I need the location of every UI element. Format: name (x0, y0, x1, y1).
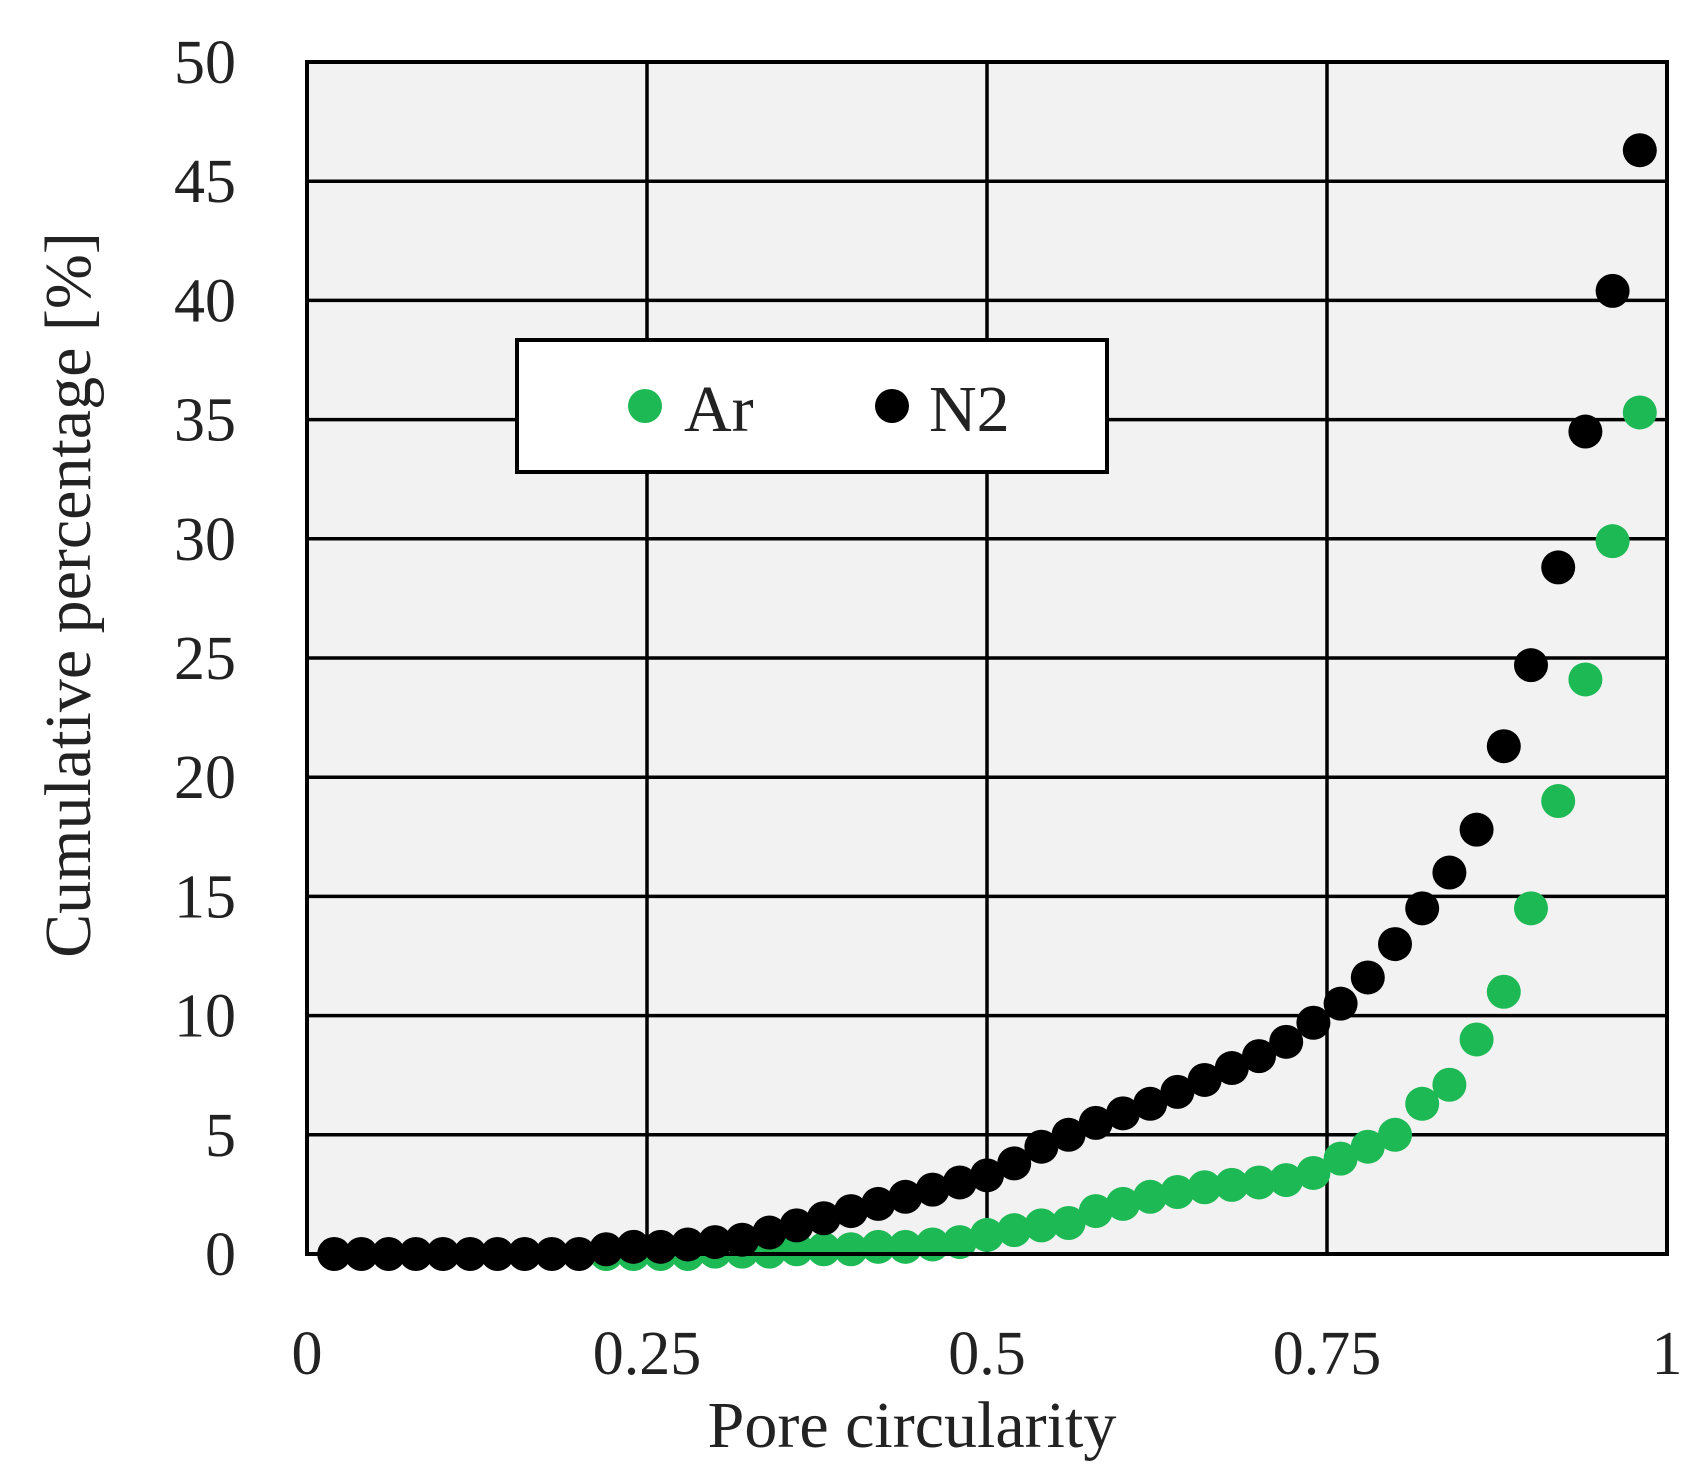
x-axis-title: Pore circularity (708, 1389, 1117, 1462)
point-n2-45 (1541, 550, 1576, 585)
point-n2-40 (1405, 891, 1440, 926)
point-ar-21 (1160, 1175, 1195, 1210)
x-tick-label-2: 0.5 (948, 1320, 1026, 1388)
point-ar-30 (1405, 1086, 1440, 1121)
legend-label-n2: N2 (929, 373, 1010, 446)
point-ar-33 (1486, 974, 1521, 1009)
point-ar-38 (1622, 395, 1657, 430)
point-ar-22 (1187, 1170, 1222, 1205)
point-ar-19 (1106, 1186, 1140, 1221)
x-tick-label-3: 0.75 (1273, 1320, 1382, 1388)
y-tick-labels: 0 5 10 15 20 25 30 35 40 45 50 (174, 29, 236, 1289)
point-ar-16 (1024, 1208, 1059, 1243)
legend-box (515, 338, 1109, 474)
point-n2-32 (1187, 1062, 1222, 1097)
plot-frame (305, 60, 1669, 1256)
point-n2-15 (725, 1222, 760, 1257)
y-tick-label-8: 40 (174, 267, 236, 335)
point-n2-34 (1242, 1039, 1276, 1074)
point-n2-42 (1459, 812, 1494, 847)
point-ar-9 (834, 1232, 868, 1267)
y-tick-label-5: 25 (174, 625, 236, 693)
point-ar-8 (806, 1232, 841, 1267)
point-n2-33 (1214, 1051, 1249, 1086)
y-tick-label-7: 35 (174, 387, 236, 455)
y-tick-label-3: 15 (174, 863, 236, 931)
point-n2-39 (1378, 927, 1412, 962)
point-ar-26 (1296, 1155, 1331, 1190)
point-ar-20 (1133, 1179, 1168, 1214)
point-n2-47 (1595, 273, 1630, 308)
y-tick-label-0: 0 (205, 1221, 236, 1289)
y-tick-label-2: 10 (174, 983, 236, 1051)
point-n2-10 (589, 1232, 624, 1267)
x-tick-label-1: 0.25 (593, 1320, 702, 1388)
point-ar-34 (1514, 891, 1548, 926)
point-n2-21 (888, 1179, 923, 1214)
legend-label-ar: Ar (684, 373, 754, 446)
point-n2-43 (1486, 729, 1521, 764)
x-tick-label-4: 1 (1652, 1320, 1683, 1388)
point-ar-24 (1242, 1165, 1276, 1200)
point-ar-27 (1323, 1141, 1358, 1176)
point-ar-17 (1051, 1206, 1086, 1241)
series-n2 (317, 133, 1657, 1271)
point-n2-48 (1622, 133, 1657, 168)
legend-marker-ar (628, 389, 662, 423)
point-n2-41 (1432, 855, 1467, 890)
point-ar-32 (1459, 1022, 1494, 1057)
point-ar-28 (1350, 1129, 1385, 1164)
point-n2-18 (806, 1201, 841, 1236)
point-n2-16 (752, 1215, 787, 1250)
point-n2-20 (861, 1186, 896, 1221)
point-ar-7 (779, 1232, 814, 1267)
point-n2-28 (1078, 1105, 1113, 1140)
y-tick-label-6: 30 (174, 506, 236, 574)
point-n2-29 (1106, 1096, 1140, 1131)
point-ar-29 (1378, 1117, 1412, 1152)
point-ar-36 (1568, 662, 1603, 697)
legend-marker-n2 (875, 389, 909, 423)
x-tick-labels: 0 0.25 0.5 0.75 1 (292, 1320, 1683, 1388)
legend: Ar N2 (515, 338, 1109, 474)
point-ar-31 (1432, 1067, 1467, 1102)
point-ar-23 (1214, 1167, 1249, 1202)
point-n2-30 (1133, 1086, 1168, 1121)
point-n2-26 (1024, 1129, 1059, 1164)
point-ar-14 (970, 1217, 1004, 1252)
point-ar-35 (1541, 784, 1576, 819)
point-n2-46 (1568, 414, 1603, 449)
point-n2-14 (698, 1225, 732, 1260)
y-tick-label-4: 20 (174, 744, 236, 812)
point-n2-44 (1514, 648, 1548, 683)
point-n2-38 (1350, 960, 1385, 995)
y-tick-label-1: 5 (205, 1102, 236, 1170)
point-n2-17 (779, 1208, 814, 1243)
point-ar-13 (942, 1225, 977, 1260)
point-n2-23 (942, 1165, 977, 1200)
point-n2-27 (1051, 1117, 1086, 1152)
point-n2-24 (970, 1158, 1004, 1193)
point-n2-36 (1296, 1005, 1331, 1040)
point-n2-25 (997, 1146, 1032, 1181)
y-axis-title: Cumulative percentage [%] (32, 232, 105, 958)
y-tick-label-9: 45 (174, 148, 236, 216)
point-n2-35 (1269, 1024, 1304, 1059)
x-tick-label-0: 0 (292, 1320, 323, 1388)
point-n2-22 (915, 1172, 950, 1207)
y-tick-label-10: 50 (174, 29, 236, 97)
point-n2-19 (834, 1194, 868, 1229)
point-n2-31 (1160, 1074, 1195, 1109)
point-ar-18 (1078, 1194, 1113, 1229)
point-ar-37 (1595, 524, 1630, 559)
point-ar-15 (997, 1213, 1032, 1248)
point-ar-25 (1269, 1163, 1304, 1198)
point-n2-37 (1323, 986, 1358, 1021)
